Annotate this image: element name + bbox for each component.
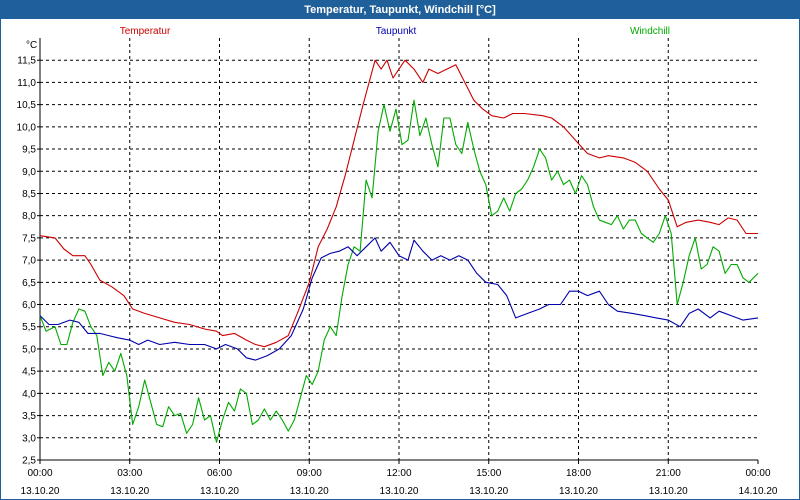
y-tick-label: 5,0 [22,344,36,355]
x-tick-time-label: 09:00 [297,468,322,479]
legend-temperatur: Temperatur [120,26,171,37]
y-tick-label: 5,5 [22,322,36,333]
x-tick-date-label: 13.10.20 [649,486,688,497]
legend-taupunkt: Taupunkt [376,26,417,37]
y-tick-label: 4,5 [22,367,36,378]
x-tick-time-label: 21:00 [656,468,681,479]
x-tick-time-label: 18:00 [566,468,591,479]
x-tick-date-label: 13.10.20 [200,486,239,497]
y-tick-label: 7,5 [22,233,36,244]
y-tick-label: 3,0 [22,433,36,444]
y-tick-label: 10,0 [17,122,37,133]
x-tick-date-label: 14.10.20 [739,486,778,497]
y-tick-label: 10,5 [17,100,37,111]
y-tick-label: 11,5 [17,56,36,67]
y-tick-label: 8,5 [22,189,36,200]
x-tick-time-label: 00:00 [27,468,52,479]
y-tick-label: 6,5 [22,278,36,289]
x-tick-date-label: 13.10.20 [290,486,329,497]
x-tick-time-label: 00:00 [745,468,770,479]
y-tick-label: 3,5 [22,411,36,422]
x-tick-date-label: 13.10.20 [559,486,598,497]
y-tick-label: 8,0 [22,211,36,222]
series-line-temperatur [39,59,758,348]
x-tick-time-label: 06:00 [207,468,232,479]
x-tick-date-label: 13.10.20 [469,486,508,497]
legend: Temperatur Taupunkt Windchill [120,26,670,37]
x-tick-time-label: 12:00 [386,468,411,479]
y-tick-label: 2,5 [22,456,36,467]
chart-title: Temperatur, Taupunkt, Windchill [°C] [1,1,799,19]
series-lines [39,59,759,443]
y-tick-label: 4,0 [22,389,36,400]
x-tick-date-label: 13.10.20 [380,486,419,497]
y-axis-label: °C [26,40,37,51]
y-tick-label: 7,0 [22,256,36,267]
x-tick-time-label: 03:00 [117,468,142,479]
x-tick-time-label: 15:00 [476,468,501,479]
grid [40,38,758,461]
y-tick-label: 9,5 [22,145,36,156]
y-tick-label: 6,0 [22,300,36,311]
x-tick-date-label: 13.10.20 [110,486,149,497]
legend-windchill: Windchill [630,26,670,37]
axes: 2,5 3,0 3,5 4,0 4,5 5,0 5,5 6,0 6,5 7,0 7,5 8,0 8,5 9… [17,38,778,497]
series-line-taupunkt [39,237,759,361]
y-tick-label: 9,0 [22,167,36,178]
y-tick-label: 11,0 [17,78,36,89]
x-tick-date-label: 13.10.20 [21,486,60,497]
series-line-windchill [39,99,759,443]
